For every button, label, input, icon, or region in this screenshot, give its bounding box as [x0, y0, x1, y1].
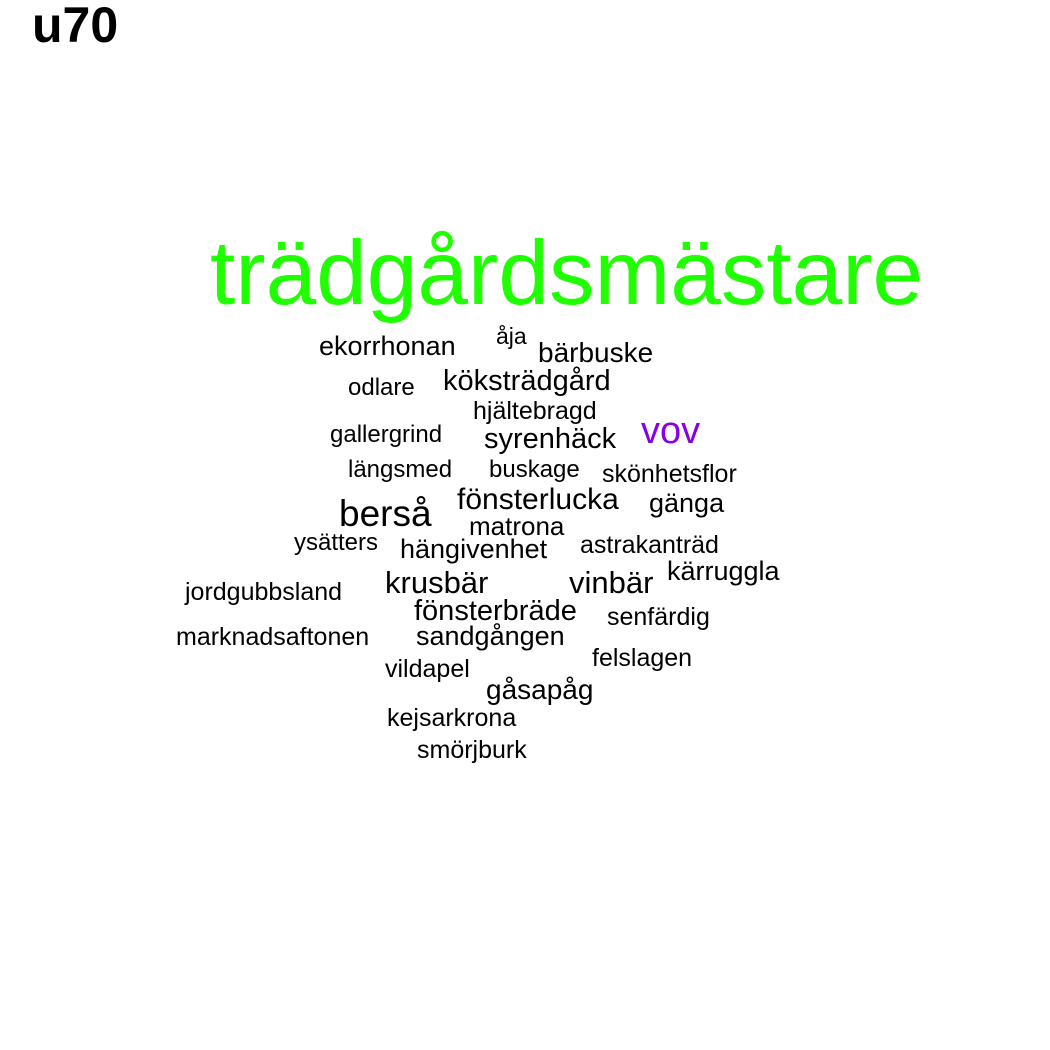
- word-hjaltebragd: hjältebragd: [473, 397, 597, 425]
- word-matrona: matrona: [469, 511, 565, 541]
- word-vildapel: vildapel: [385, 655, 470, 683]
- word-vinbar: vinbär: [569, 565, 654, 600]
- word-vov: vov: [641, 410, 701, 452]
- word-senfardig: senfärdig: [607, 603, 710, 631]
- word-ysatters: ysätters: [294, 529, 379, 556]
- word-gasapag: gåsapåg: [486, 674, 594, 705]
- word-tradgardsmastare: trädgårdsmästare: [210, 223, 924, 324]
- word-fonsterbrade: fönsterbräde: [414, 595, 577, 627]
- word-karruggla: kärruggla: [667, 556, 780, 586]
- word-sandgangen: sandgången: [416, 621, 565, 651]
- word-gallergrind: gallergrind: [330, 421, 443, 448]
- word-bersa: berså: [339, 493, 432, 534]
- word-jordgubbsland: jordgubbsland: [185, 578, 343, 606]
- word-kokstradgard: köksträdgård: [443, 365, 611, 397]
- word-barbuske: bärbuske: [538, 337, 654, 368]
- word-kejsarkrona: kejsarkrona: [387, 704, 517, 732]
- word-hangivenhet: hängivenhet: [400, 534, 548, 564]
- word-syrenhack: syrenhäck: [484, 423, 617, 455]
- word-fonsterlucka: fönsterlucka: [457, 483, 619, 516]
- word-buskage: buskage: [489, 456, 580, 483]
- word-ekorrhonan: ekorrhonan: [319, 331, 456, 361]
- word-marknadsaftonen: marknadsaftonen: [176, 623, 370, 651]
- word-ganga: gänga: [649, 488, 725, 518]
- word-astrakantrad: astrakanträd: [580, 531, 719, 559]
- page-title: u70: [32, 0, 119, 53]
- word-skonhetsflor: skönhetsflor: [602, 460, 737, 488]
- word-langsmed: längsmed: [348, 456, 453, 483]
- word-smorjburk: smörjburk: [417, 736, 527, 764]
- word-odlare: odlare: [348, 374, 415, 401]
- word-aja: åja: [496, 323, 527, 349]
- word-krusbar: krusbär: [385, 565, 489, 600]
- word-felslagen: felslagen: [592, 644, 693, 672]
